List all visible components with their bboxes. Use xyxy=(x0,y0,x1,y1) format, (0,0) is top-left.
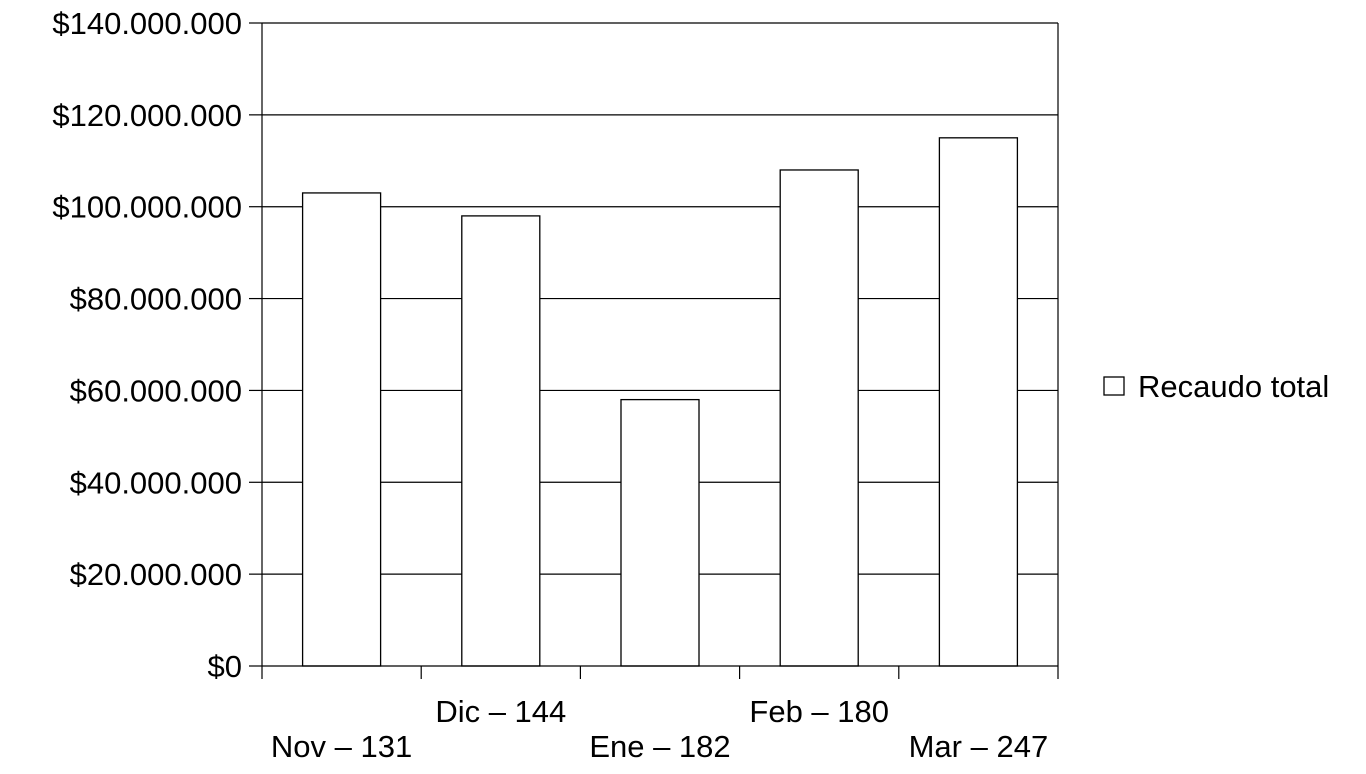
y-tick-label: $0 xyxy=(208,649,242,684)
bar xyxy=(779,169,859,667)
legend: Recaudo total xyxy=(1103,369,1329,404)
legend-label: Recaudo total xyxy=(1138,369,1329,404)
axes xyxy=(249,22,1059,679)
bars xyxy=(301,137,1019,667)
y-tick-label: $40.000.000 xyxy=(70,465,242,500)
x-tick-label: Nov – 131 xyxy=(271,729,412,764)
legend-swatch xyxy=(1103,376,1125,396)
x-tick-label: Dic – 144 xyxy=(435,694,566,729)
x-tick-label: Feb – 180 xyxy=(749,694,889,729)
grid-lines xyxy=(262,22,1058,575)
bar xyxy=(301,192,382,667)
x-tick-label: Mar – 247 xyxy=(909,729,1049,764)
bar xyxy=(938,137,1019,667)
bar xyxy=(461,215,541,667)
x-tick-label: Ene – 182 xyxy=(589,729,730,764)
y-tick-label: $60.000.000 xyxy=(70,373,242,408)
y-tick-label: $80.000.000 xyxy=(70,282,242,317)
y-tick-label: $120.000.000 xyxy=(52,98,242,133)
y-tick-label: $20.000.000 xyxy=(70,557,242,592)
tick-labels: $0 $20.000.000 $40.000.000 $60.000.000 $80.0… xyxy=(52,6,1048,764)
bar xyxy=(620,398,700,667)
y-tick-label: $140.000.000 xyxy=(52,6,242,41)
y-tick-label: $100.000.000 xyxy=(52,190,242,225)
